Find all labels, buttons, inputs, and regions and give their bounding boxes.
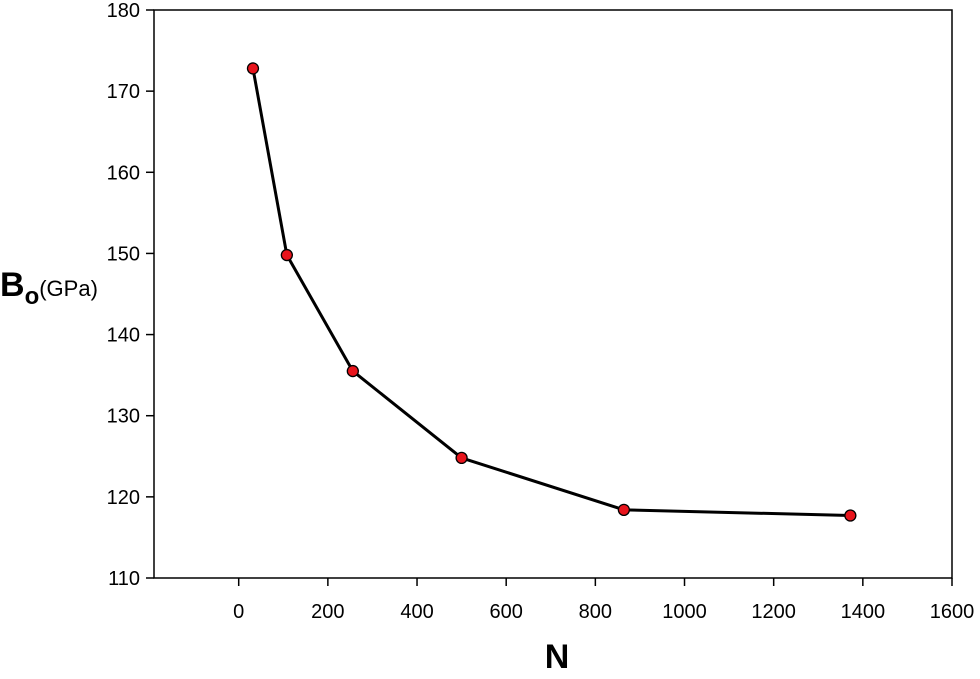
plot-area bbox=[153, 9, 953, 579]
data-point bbox=[280, 248, 294, 262]
x-axis: 0 200 400 600 800 1000 1200 1400 1600 bbox=[233, 578, 974, 623]
x-tick-label: 0 bbox=[233, 601, 244, 623]
y-tick-label: 160 bbox=[107, 162, 140, 184]
x-tick-label: 800 bbox=[579, 601, 612, 623]
y-tick-label: 170 bbox=[107, 81, 140, 103]
y-tick-label: 110 bbox=[108, 568, 140, 590]
data-point bbox=[455, 451, 468, 465]
x-axis-title: N bbox=[545, 638, 570, 676]
y-axis-title-symbol: B bbox=[0, 266, 25, 304]
y-tick-label: 180 bbox=[107, 0, 140, 22]
x-tick-label: 400 bbox=[400, 601, 433, 623]
y-tick-label: 130 bbox=[107, 406, 140, 428]
x-tick-label: 1000 bbox=[662, 601, 707, 623]
y-tick-label: 150 bbox=[107, 243, 140, 265]
data-point bbox=[246, 62, 260, 75]
plot-border bbox=[153, 9, 953, 579]
y-axis-title-unit: (GPa) bbox=[39, 276, 98, 301]
x-tick-label: 1400 bbox=[841, 601, 886, 623]
data-point bbox=[844, 509, 857, 522]
data-point bbox=[346, 364, 359, 378]
data-point bbox=[617, 503, 631, 516]
x-tick-label: 1200 bbox=[751, 601, 796, 623]
y-axis-title: Bo(GPa) bbox=[0, 266, 98, 310]
y-tick-label: 140 bbox=[107, 325, 140, 347]
x-tick-label: 1600 bbox=[930, 601, 975, 623]
x-tick-label: 200 bbox=[311, 601, 344, 623]
y-axis: 110 120 130 140 150 160 170 180 bbox=[107, 0, 154, 590]
x-tick-label: 600 bbox=[490, 601, 523, 623]
y-tick-label: 120 bbox=[107, 487, 140, 509]
series-layer bbox=[246, 62, 857, 522]
y-axis-title-subscript: o bbox=[25, 283, 40, 310]
series-line bbox=[251, 68, 851, 518]
